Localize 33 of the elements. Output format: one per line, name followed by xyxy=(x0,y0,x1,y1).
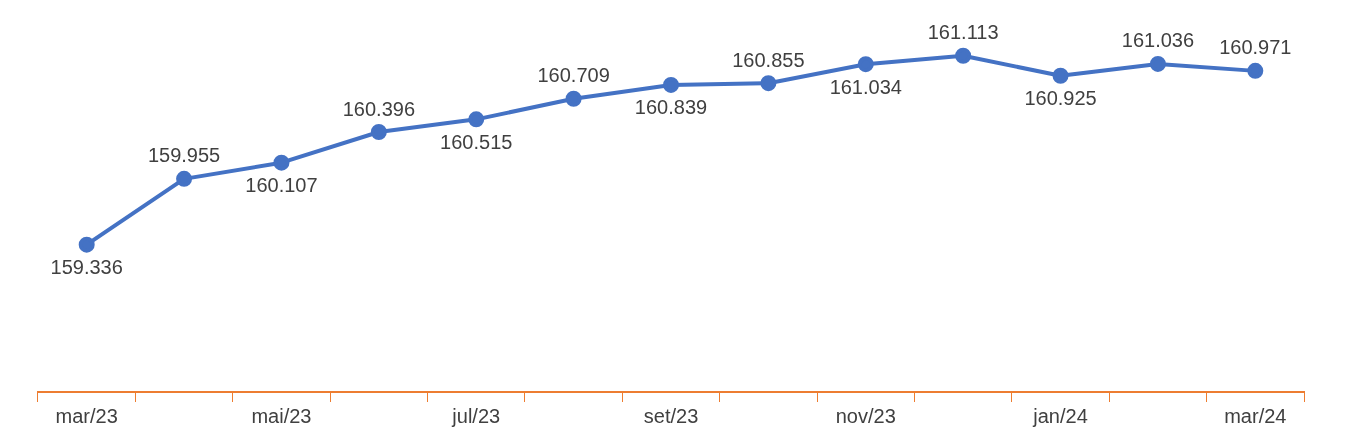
point xyxy=(760,75,777,92)
data-label: 160.515 xyxy=(440,130,513,153)
x-tick-label: jul/23 xyxy=(451,404,501,427)
point xyxy=(176,170,193,187)
point xyxy=(565,90,582,107)
point xyxy=(955,47,972,64)
data-label: 161.034 xyxy=(829,75,902,98)
x-tick-label: set/23 xyxy=(643,404,699,427)
point xyxy=(273,154,290,171)
point xyxy=(468,111,485,128)
x-tick-label: mar/23 xyxy=(55,404,118,427)
data-label: 159.955 xyxy=(147,144,221,167)
point xyxy=(370,123,387,140)
data-label: 160.709 xyxy=(537,64,610,87)
data-label: 160.925 xyxy=(1024,87,1097,110)
data-label: 160.839 xyxy=(634,96,708,119)
point xyxy=(78,236,95,253)
x-tick-label: mar/24 xyxy=(1224,404,1287,427)
data-label: 161.113 xyxy=(927,21,999,44)
point xyxy=(1052,67,1069,84)
x-tick-label: nov/23 xyxy=(835,404,896,427)
point xyxy=(857,56,874,73)
point xyxy=(663,76,679,93)
data-label: 160.396 xyxy=(342,97,415,120)
data-label: 160.107 xyxy=(245,174,318,197)
point xyxy=(1247,62,1264,79)
x-tick-label: jan/24 xyxy=(1032,404,1088,427)
data-label: 160.855 xyxy=(732,48,805,71)
data-label: 159.336 xyxy=(50,256,123,279)
data-label: 160.971 xyxy=(1219,36,1292,59)
point xyxy=(1149,55,1166,72)
data-label: 161.036 xyxy=(1121,29,1195,52)
x-tick-label: mai/23 xyxy=(251,404,312,427)
